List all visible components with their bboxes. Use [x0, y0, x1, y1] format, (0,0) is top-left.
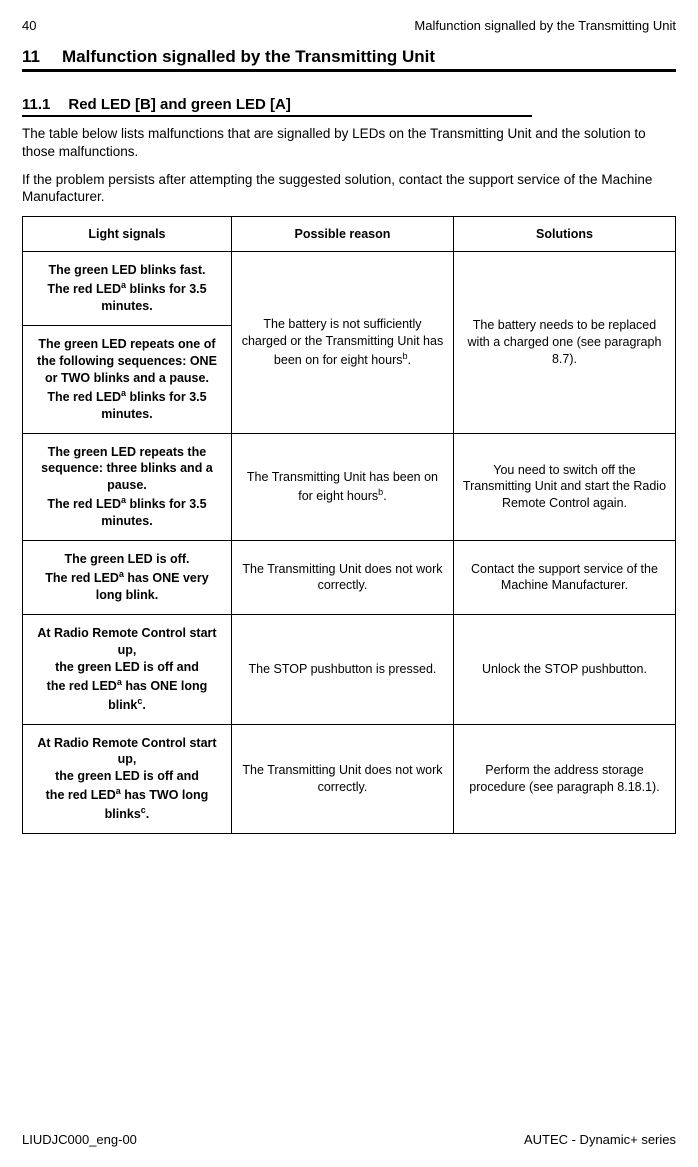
- solution-cell: The battery needs to be replaced with a …: [453, 252, 675, 433]
- reason-cell: The Transmitting Unit has been on for ei…: [231, 433, 453, 541]
- intro-paragraph-1: The table below lists malfunctions that …: [22, 125, 676, 161]
- table-row: The green LED is off. The red LEDa has O…: [23, 541, 676, 615]
- signal-text: .: [142, 698, 145, 712]
- signal-text: the green LED is off and: [55, 769, 199, 783]
- signal-text: The red LED: [47, 282, 121, 296]
- reason-text: .: [408, 353, 411, 367]
- page-footer: LIUDJC000_eng-00 AUTEC - Dynamic+ series: [22, 1132, 676, 1147]
- section-title: Malfunction signalled by the Transmittin…: [62, 47, 435, 67]
- signal-text: the red LED: [47, 679, 117, 693]
- footer-right: AUTEC - Dynamic+ series: [524, 1132, 676, 1147]
- page-header: 40 Malfunction signalled by the Transmit…: [22, 18, 676, 33]
- signal-text: The red LED: [45, 571, 119, 585]
- signal-text: The green LED is off.: [64, 552, 189, 566]
- th-light-signals: Light signals: [23, 217, 232, 252]
- header-right-text: Malfunction signalled by the Transmittin…: [414, 18, 676, 33]
- footer-left: LIUDJC000_eng-00: [22, 1132, 137, 1147]
- signal-cell: The green LED is off. The red LEDa has O…: [23, 541, 232, 615]
- signal-text: the red LED: [46, 788, 116, 802]
- subsection-number: 11.1: [22, 96, 50, 113]
- reason-text: The Transmitting Unit has been on for ei…: [247, 470, 438, 503]
- signal-text: .: [146, 807, 149, 821]
- subsection-title: Red LED [B] and green LED [A]: [68, 96, 291, 113]
- signal-text: The green LED blinks fast.: [48, 263, 205, 277]
- reason-cell: The STOP pushbutton is pressed.: [231, 614, 453, 724]
- signal-cell: At Radio Remote Control start up, the gr…: [23, 724, 232, 834]
- signal-text: The red LED: [47, 390, 121, 404]
- intro-paragraph-2: If the problem persists after attempting…: [22, 171, 676, 207]
- table-row: At Radio Remote Control start up, the gr…: [23, 614, 676, 724]
- subsection-heading: 11.1 Red LED [B] and green LED [A]: [22, 96, 532, 117]
- signal-cell: The green LED repeats one of the followi…: [23, 326, 232, 434]
- solution-cell: You need to switch off the Transmitting …: [453, 433, 675, 541]
- signal-text: At Radio Remote Control start up,: [37, 626, 216, 657]
- table-row: The green LED blinks fast. The red LEDa …: [23, 252, 676, 326]
- page: 40 Malfunction signalled by the Transmit…: [0, 0, 698, 1167]
- signal-text: At Radio Remote Control start up,: [37, 736, 216, 767]
- signal-text: has TWO long blinks: [105, 788, 209, 821]
- table-row: At Radio Remote Control start up, the gr…: [23, 724, 676, 834]
- th-possible-reason: Possible reason: [231, 217, 453, 252]
- signal-text: the green LED is off and: [55, 660, 199, 674]
- solution-cell: Unlock the STOP pushbutton.: [453, 614, 675, 724]
- signal-cell: The green LED repeats the sequence: thre…: [23, 433, 232, 541]
- page-number: 40: [22, 18, 36, 33]
- reason-cell: The Transmitting Unit does not work corr…: [231, 541, 453, 615]
- reason-cell: The Transmitting Unit does not work corr…: [231, 724, 453, 834]
- solution-cell: Contact the support service of the Machi…: [453, 541, 675, 615]
- signal-text: The green LED repeats one of the followi…: [37, 337, 217, 385]
- signal-text: The green LED repeats the sequence: thre…: [41, 445, 213, 493]
- signal-cell: At Radio Remote Control start up, the gr…: [23, 614, 232, 724]
- signal-text: has ONE long blink: [108, 679, 207, 712]
- solution-cell: Perform the address storage procedure (s…: [453, 724, 675, 834]
- table-row: The green LED repeats the sequence: thre…: [23, 433, 676, 541]
- reason-cell: The battery is not sufficiently charged …: [231, 252, 453, 433]
- section-heading: 11 Malfunction signalled by the Transmit…: [22, 47, 676, 72]
- signal-text: The red LED: [47, 497, 121, 511]
- reason-text: The battery is not sufficiently charged …: [242, 317, 444, 367]
- th-solutions: Solutions: [453, 217, 675, 252]
- section-number: 11: [22, 47, 40, 67]
- signal-cell: The green LED blinks fast. The red LEDa …: [23, 252, 232, 326]
- malfunction-table: Light signals Possible reason Solutions …: [22, 216, 676, 834]
- table-header-row: Light signals Possible reason Solutions: [23, 217, 676, 252]
- reason-text: .: [383, 489, 386, 503]
